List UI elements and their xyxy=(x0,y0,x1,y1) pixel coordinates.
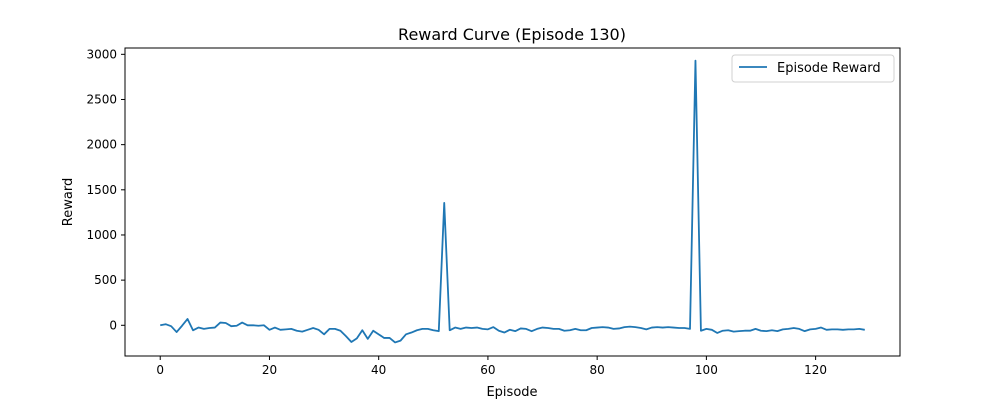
y-axis-label: Reward xyxy=(61,178,76,226)
y-tick-label: 0 xyxy=(109,318,117,332)
plot-frame xyxy=(124,47,901,357)
y-tick-label: 3000 xyxy=(86,47,117,61)
legend: Episode Reward xyxy=(731,54,895,83)
y-tick-label: 1500 xyxy=(86,183,117,197)
x-tick-label: 60 xyxy=(480,363,495,377)
y-tick-label: 2000 xyxy=(86,138,117,152)
chart-title: Reward Curve (Episode 130) xyxy=(398,25,626,44)
x-tick-label: 80 xyxy=(590,363,605,377)
x-tick-label: 120 xyxy=(804,363,827,377)
y-tick-label: 500 xyxy=(94,273,117,287)
x-axis-label: Episode xyxy=(486,385,537,400)
y-axis-ticks: 0 500 1000 1500 2000 2500 3000 xyxy=(86,47,125,332)
y-tick-label: 1000 xyxy=(86,228,117,242)
y-tick-label: 2500 xyxy=(86,92,117,106)
x-axis-ticks: 0 20 40 60 80 100 120 xyxy=(156,356,827,377)
x-tick-label: 40 xyxy=(371,363,386,377)
series-line-episode-reward xyxy=(160,59,865,344)
x-tick-label: 0 xyxy=(156,363,164,377)
x-tick-label: 20 xyxy=(262,363,277,377)
legend-label-episode-reward: Episode Reward xyxy=(777,61,881,76)
legend-box xyxy=(731,54,895,83)
x-tick-label: 100 xyxy=(695,363,718,377)
